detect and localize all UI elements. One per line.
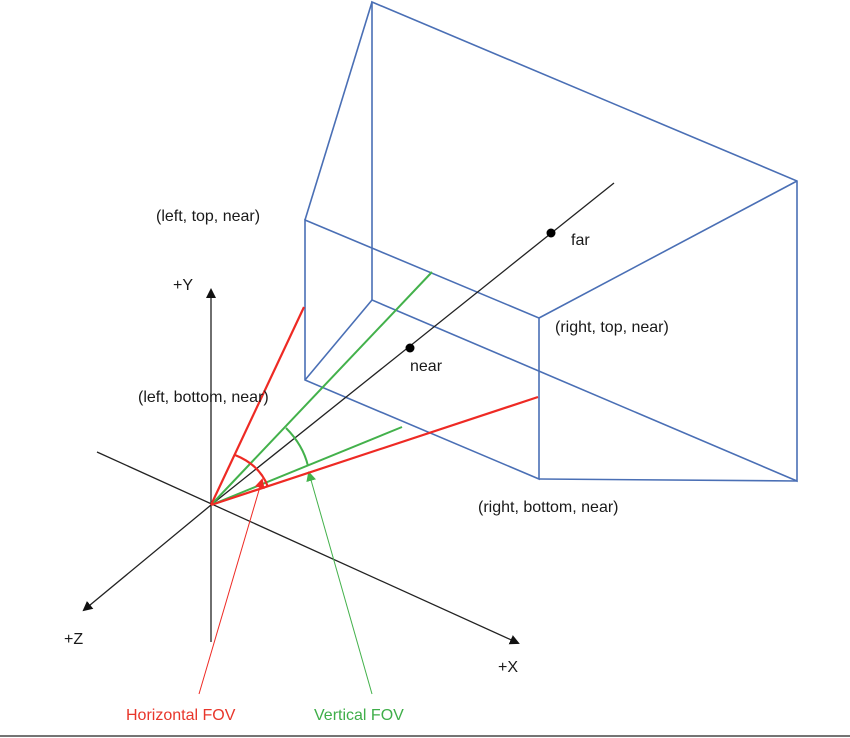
near-plane [304,218,540,481]
label-left-top-near: (left, top, near) [156,208,260,225]
horizontal-fov-pointer [198,478,265,695]
edge-right-top [538,180,798,319]
label-left-bottom-near: (left, bottom, near) [138,389,269,406]
view-axis [210,182,615,506]
vertical-fov-bottom-ray [210,426,403,506]
vertical-fov-lines [210,271,433,695]
label-axis-y: +Y [173,277,193,294]
near-point [405,343,415,353]
vertical-fov-pointer [306,471,373,695]
frustum-box [304,0,798,483]
horizontal-fov-arc [234,453,270,488]
label-axis-x: +X [498,659,518,676]
vertical-fov-top-ray [210,271,433,506]
edge-left-top [304,1,373,221]
label-far: far [571,232,590,249]
edge-right-bottom [538,478,798,482]
label-vertical-fov: Vertical FOV [314,707,404,724]
edge-left-bottom [304,299,373,381]
label-axis-z: +Z [64,631,83,648]
far-point [546,228,556,238]
horizontal-fov-left-ray [210,306,305,506]
horizontal-fov-lines [198,306,539,695]
z-axis [82,504,212,612]
x-axis [96,451,520,645]
axes [82,182,615,645]
label-right-bottom-near: (right, bottom, near) [478,499,619,516]
label-horizontal-fov: Horizontal FOV [126,707,236,724]
label-near: near [410,358,443,375]
horizontal-fov-right-ray [210,395,539,507]
label-right-top-near: (right, top, near) [555,319,669,336]
vertical-fov-arc [285,427,309,467]
